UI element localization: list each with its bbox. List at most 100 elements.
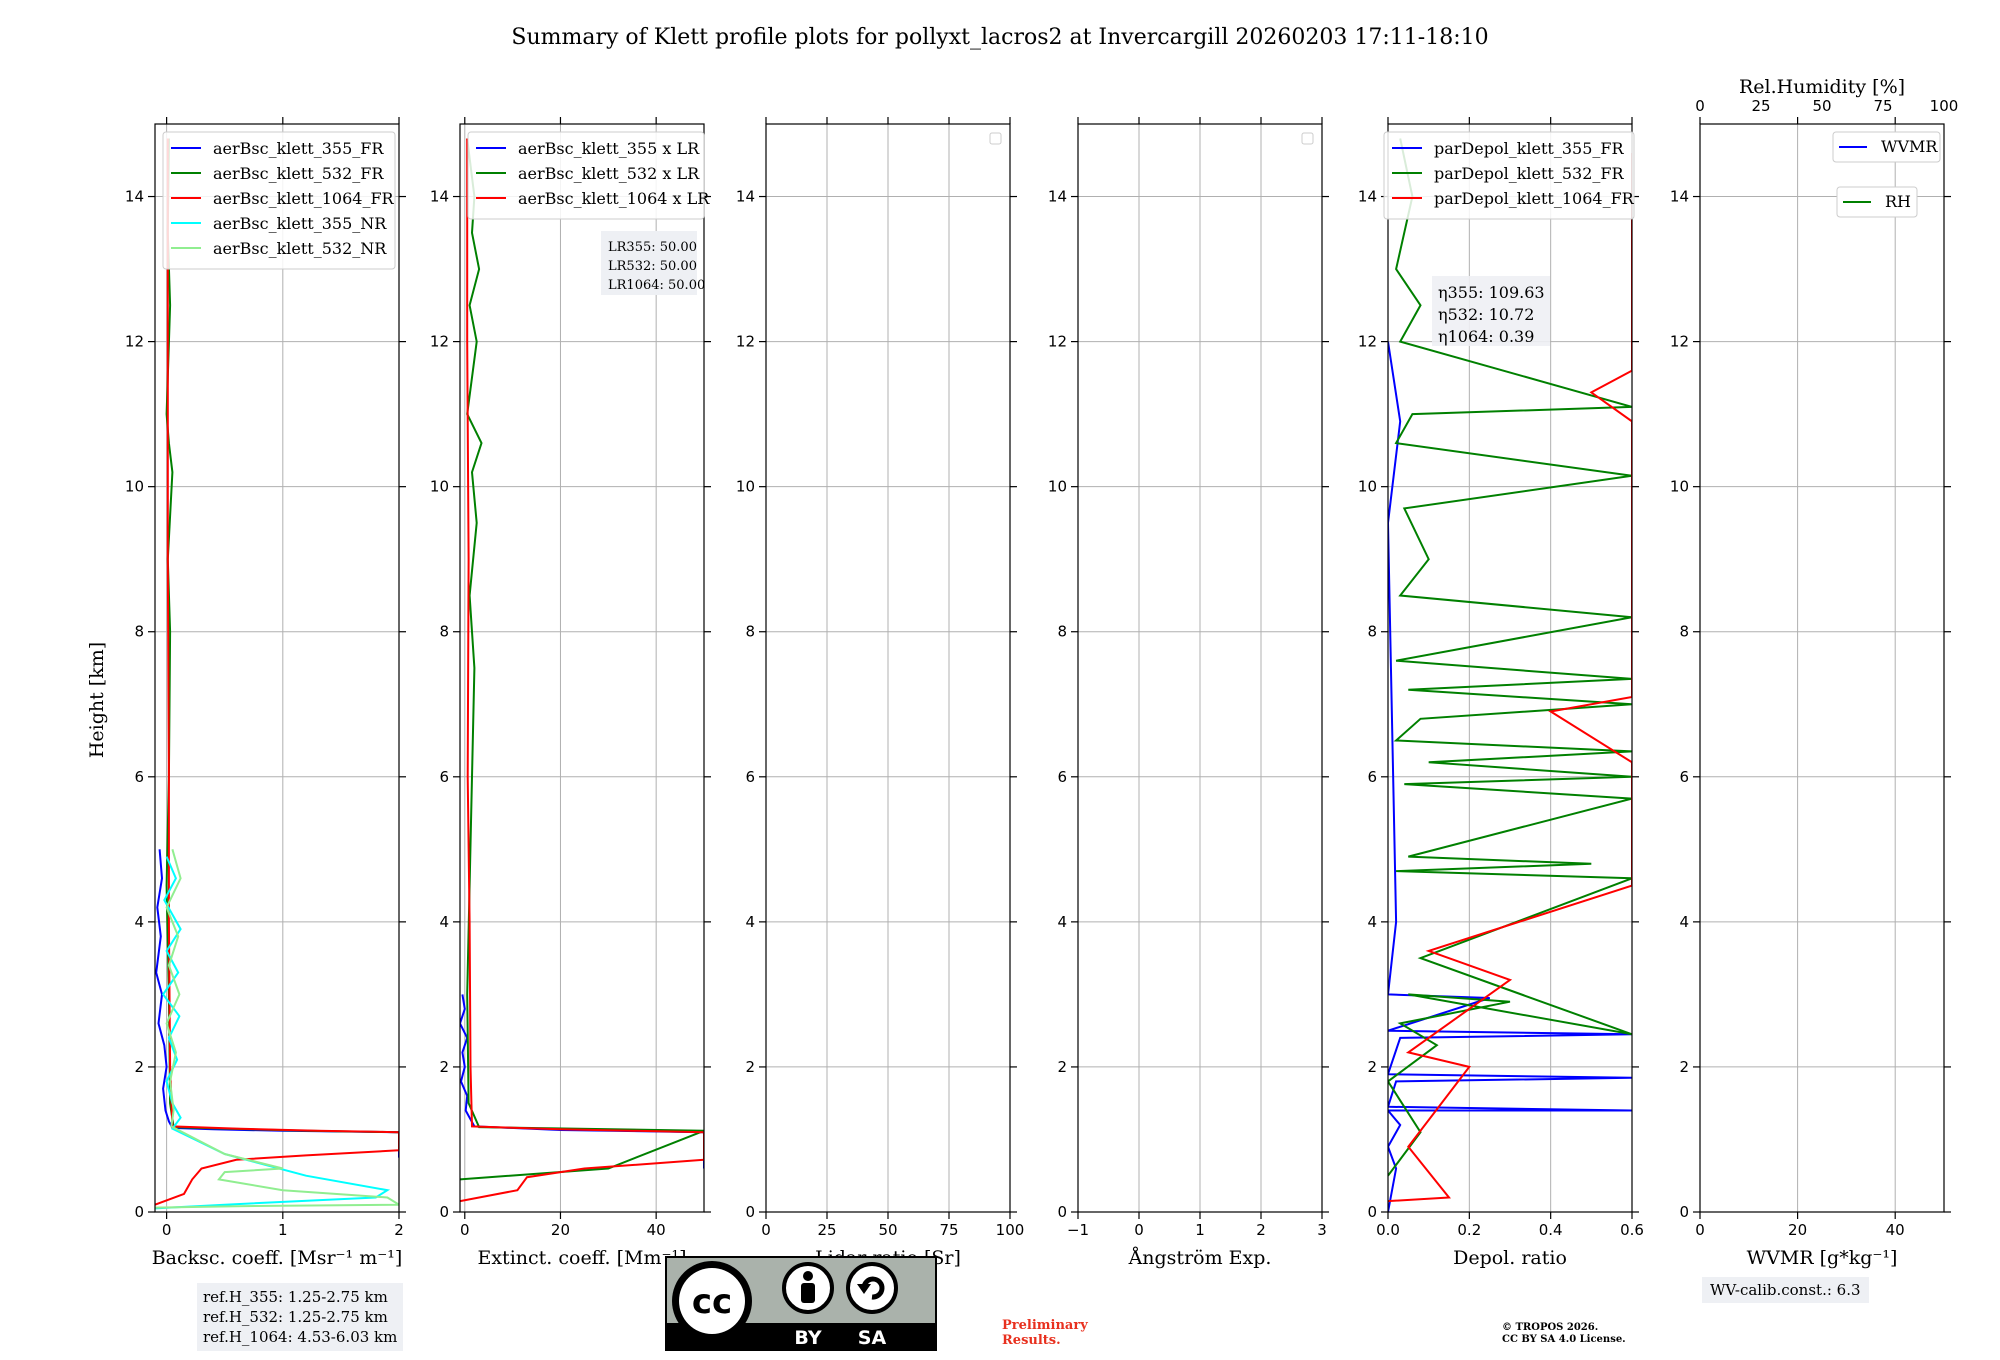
by-person-head — [803, 1271, 813, 1281]
x-tick-label: 0 — [162, 1221, 172, 1239]
legend-label: aerBsc_klett_532 x LR — [518, 164, 700, 183]
panel-3: 024681012140255075100Lidar ratio [Sr] — [736, 117, 1024, 1269]
y-tick-label: 10 — [1048, 478, 1067, 496]
y-tick-label: 6 — [1057, 768, 1067, 786]
legend-label: parDepol_klett_355_FR — [1434, 139, 1625, 158]
refh-532: ref.H_532: 1.25-2.75 km — [203, 1308, 388, 1326]
x-tick-label: 0.0 — [1376, 1221, 1400, 1239]
legend-label: aerBsc_klett_355 x LR — [518, 139, 700, 158]
x-tick-label: −1 — [1067, 1221, 1089, 1239]
refh-355: ref.H_355: 1.25-2.75 km — [203, 1288, 388, 1306]
lidar-ratio-box — [601, 231, 697, 295]
y-tick-label: 14 — [1670, 188, 1689, 206]
sa-label: SA — [858, 1327, 887, 1349]
series-line-aerBsc_klett_532_NR — [155, 849, 399, 1209]
x-axis-label: Backsc. coeff. [Msr⁻¹ m⁻¹] — [152, 1247, 403, 1269]
x-axis-label: Extinct. coeff. [Mm⁻¹] — [477, 1247, 686, 1269]
panel-5: 0 2 4 6 8 10 12 14 0.0 0.2 0.4 0.6 Depol. ratio parDe… — [1358, 117, 1644, 1269]
cc-by-sa-badge: cc BY SA — [665, 1256, 937, 1351]
plot-frame — [459, 123, 705, 1213]
y-tick-label: 12 — [1670, 333, 1689, 351]
legend-label: aerBsc_klett_355_FR — [213, 139, 384, 158]
y-tick-label: 12 — [1358, 333, 1377, 351]
y-tick-label: 4 — [1057, 913, 1067, 931]
x-tick-label: 0 — [1134, 1221, 1144, 1239]
legend-box — [1383, 131, 1635, 220]
y-tick-label: 4 — [1367, 913, 1377, 931]
x-tick-label: 40 — [1886, 1221, 1905, 1239]
top-x-tick-label: 75 — [1873, 97, 1892, 115]
y-tick-label: 2 — [134, 1058, 144, 1076]
y-tick-label: 2 — [1367, 1058, 1377, 1076]
legend-label: WVMR — [1881, 137, 1938, 156]
top-x-tick-label: 100 — [1930, 97, 1959, 115]
y-tick-label: 2 — [745, 1058, 755, 1076]
y-tick-label: 2 — [1057, 1058, 1067, 1076]
y-tick-label: 6 — [1367, 768, 1377, 786]
y-tick-label: 6 — [1679, 768, 1689, 786]
plot-frame — [154, 123, 400, 1213]
y-tick-label: 0 — [1367, 1203, 1377, 1221]
x-tick-label: 20 — [551, 1221, 570, 1239]
sa-arrow-head — [857, 1284, 871, 1294]
series-group — [1388, 138, 1632, 1212]
y-tick-label: 8 — [745, 623, 755, 641]
x-axis-label: Ångström Exp. — [1128, 1247, 1272, 1269]
sa-share-alike-icon — [846, 1262, 898, 1314]
series-line-aerBsc_klett_532 x LR — [460, 138, 704, 1181]
legend-label: RH — [1885, 192, 1911, 211]
x-tick-label: 2 — [394, 1221, 404, 1239]
y-tick-label: 4 — [745, 913, 755, 931]
cc-logo-text: cc — [692, 1282, 732, 1322]
x-axis-label: Depol. ratio — [1453, 1247, 1567, 1269]
copyright-line-2: CC BY SA 4.0 License. — [1502, 1334, 1626, 1345]
eta-box — [1432, 276, 1550, 346]
x-tick-label: 1 — [1195, 1221, 1205, 1239]
y-tick-label: 10 — [1670, 478, 1689, 496]
series-line-aerBsc_klett_1064_FR — [155, 138, 399, 1206]
y-tick-label: 0 — [439, 1203, 449, 1221]
eta-value: η532: 10.72 — [1438, 305, 1534, 324]
y-tick-label: 4 — [1679, 913, 1689, 931]
y-tick-label: 8 — [1057, 623, 1067, 641]
x-tick-label: 0.4 — [1539, 1221, 1563, 1239]
legend-label: aerBsc_klett_532_NR — [213, 239, 387, 258]
y-tick-label: 10 — [1358, 478, 1377, 496]
panel-2: 0 2 4 6 8 10 12 14 0 20 40 Extinct. coeff. [Mm⁻¹] ae… — [430, 117, 711, 1269]
legend-box — [162, 131, 396, 270]
copyright-line-1: © TROPOS 2026. — [1502, 1322, 1599, 1333]
wv-calibration-box: WV-calib.const.: 6.3 — [1702, 1277, 1869, 1303]
y-tick-label: 14 — [430, 188, 449, 206]
x-tick-label: 20 — [1788, 1221, 1807, 1239]
lidar-ratio-value: LR355: 50.00 — [608, 240, 697, 255]
series-line-parDepol_klett_355_FR — [1388, 341, 1632, 1212]
top-x-tick-label: 50 — [1812, 97, 1831, 115]
y-tick-label: 4 — [134, 913, 144, 931]
series-line-parDepol_klett_1064_FR — [1388, 153, 1632, 1203]
y-tick-label: 10 — [430, 478, 449, 496]
y-tick-label: 10 — [125, 478, 144, 496]
y-tick-label: 6 — [134, 768, 144, 786]
series-group — [155, 138, 399, 1210]
y-tick-label: 0 — [1679, 1203, 1689, 1221]
by-person-body — [801, 1283, 815, 1303]
y-tick-label: 14 — [736, 188, 755, 206]
y-tick-label: 2 — [1679, 1058, 1689, 1076]
x-tick-label: 75 — [939, 1221, 958, 1239]
y-axis-label: Height [km] — [86, 642, 108, 758]
y-tick-label: 0 — [745, 1203, 755, 1221]
x-tick-label: 25 — [817, 1221, 836, 1239]
x-tick-label: 0 — [1695, 1221, 1705, 1239]
series-group — [460, 138, 704, 1203]
x-tick-label: 100 — [996, 1221, 1025, 1239]
y-tick-label: 6 — [439, 768, 449, 786]
x-tick-label: 40 — [647, 1221, 666, 1239]
x-tick-label: 0.2 — [1457, 1221, 1481, 1239]
top-x-axis-label: Rel.Humidity [%] — [1739, 76, 1905, 98]
lidar-ratio-value: LR1064: 50.00 — [608, 278, 705, 293]
series-line-aerBsc_klett_1064 x LR — [460, 138, 704, 1203]
preliminary-line-2: Results. — [1002, 1333, 1061, 1348]
y-tick-label: 10 — [736, 478, 755, 496]
